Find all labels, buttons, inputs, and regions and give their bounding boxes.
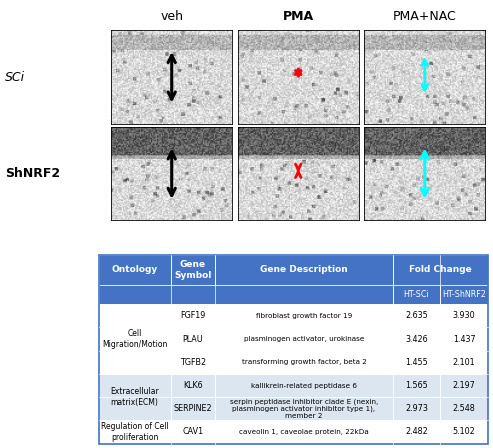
Bar — [215, 351, 392, 374]
Bar — [392, 397, 440, 420]
Text: 3.930: 3.930 — [453, 311, 475, 320]
Bar — [392, 255, 488, 284]
Bar — [215, 420, 392, 444]
Text: fibroblast growth factor 19: fibroblast growth factor 19 — [256, 313, 352, 319]
Text: 2.482: 2.482 — [405, 427, 428, 436]
Text: SERPINE2: SERPINE2 — [174, 404, 212, 413]
Bar — [171, 304, 215, 327]
Text: PLAU: PLAU — [183, 335, 204, 344]
Bar — [215, 255, 392, 284]
Bar — [99, 284, 392, 304]
Text: 1.437: 1.437 — [453, 335, 475, 344]
Text: PMA: PMA — [282, 10, 314, 23]
Bar — [215, 397, 392, 420]
Text: plasminogen activator, urokinase: plasminogen activator, urokinase — [244, 336, 364, 342]
Text: Regulation of Cell
proliferation: Regulation of Cell proliferation — [101, 422, 169, 442]
Bar — [171, 397, 215, 420]
Bar — [99, 420, 171, 444]
Text: HT-ShNRF2: HT-ShNRF2 — [442, 290, 486, 299]
Bar — [392, 284, 440, 304]
Bar — [171, 255, 215, 284]
Text: transforming growth factor, beta 2: transforming growth factor, beta 2 — [242, 359, 366, 365]
Text: 2.197: 2.197 — [453, 381, 476, 390]
Text: Ontology: Ontology — [111, 266, 158, 275]
Text: FGF19: FGF19 — [180, 311, 206, 320]
Text: 3.426: 3.426 — [405, 335, 428, 344]
Bar — [215, 304, 392, 327]
Text: CAV1: CAV1 — [182, 427, 204, 436]
Bar — [215, 327, 392, 351]
Text: 5.102: 5.102 — [453, 427, 475, 436]
Bar — [392, 374, 440, 397]
Bar — [392, 304, 440, 327]
Bar — [171, 420, 215, 444]
Bar — [99, 374, 171, 420]
Text: HT-SCi: HT-SCi — [404, 290, 429, 299]
Text: kallikrein-related peptidase 6: kallikrein-related peptidase 6 — [251, 383, 357, 388]
Text: Cell
Migration/Motion: Cell Migration/Motion — [102, 329, 167, 349]
Text: veh: veh — [160, 10, 183, 23]
Text: 1.455: 1.455 — [405, 358, 428, 367]
Bar — [99, 304, 171, 374]
Bar — [440, 304, 488, 327]
Bar — [392, 327, 440, 351]
Text: 1.565: 1.565 — [405, 381, 428, 390]
Bar — [440, 374, 488, 397]
Text: KLK6: KLK6 — [183, 381, 203, 390]
Text: ShNRF2: ShNRF2 — [5, 167, 60, 180]
Text: 2.973: 2.973 — [405, 404, 428, 413]
Bar — [440, 284, 488, 304]
Text: caveolin 1, caveolae protein, 22kDa: caveolin 1, caveolae protein, 22kDa — [239, 429, 369, 435]
Text: Fold Change: Fold Change — [409, 266, 472, 275]
Text: Gene Description: Gene Description — [260, 266, 348, 275]
Text: TGFB2: TGFB2 — [180, 358, 206, 367]
Text: Gene
Symbol: Gene Symbol — [175, 260, 211, 280]
Text: 2.548: 2.548 — [453, 404, 475, 413]
Bar — [392, 420, 440, 444]
Bar — [440, 420, 488, 444]
Text: SCi: SCi — [5, 71, 25, 84]
Bar — [171, 327, 215, 351]
Text: serpin peptidase inhibitor clade E (nexin,
plasminogen activator inhibitor type : serpin peptidase inhibitor clade E (nexi… — [230, 398, 378, 419]
Bar — [392, 351, 440, 374]
Bar — [440, 397, 488, 420]
Bar — [171, 374, 215, 397]
Bar — [440, 351, 488, 374]
Text: 2.101: 2.101 — [453, 358, 475, 367]
Text: PMA+NAC: PMA+NAC — [393, 10, 457, 23]
Text: Extracellular
matrix(ECM): Extracellular matrix(ECM) — [110, 388, 159, 407]
Bar — [99, 255, 171, 284]
Text: 2.635: 2.635 — [405, 311, 428, 320]
Bar — [440, 327, 488, 351]
Bar — [171, 351, 215, 374]
Bar — [215, 374, 392, 397]
